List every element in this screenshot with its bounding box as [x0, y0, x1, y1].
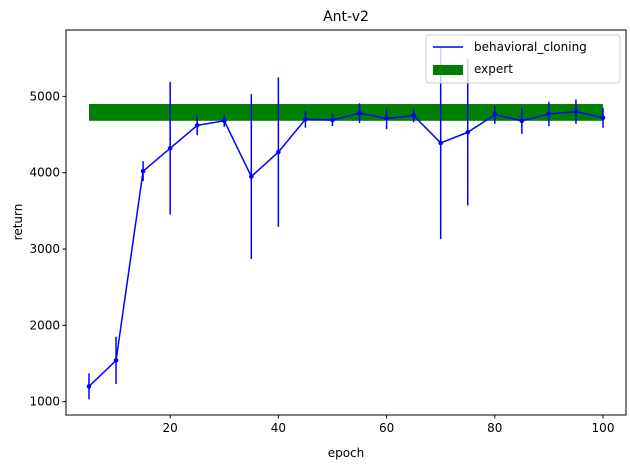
y-axis-label: return — [11, 204, 25, 241]
axes-frame — [65, 29, 627, 416]
data-point — [384, 116, 389, 121]
data-point — [194, 123, 200, 128]
data-point — [330, 117, 335, 123]
data-point — [465, 129, 471, 135]
data-point — [221, 118, 227, 124]
chart-title: Ant-v2 — [323, 9, 369, 25]
data-point — [140, 168, 146, 174]
data-point — [357, 110, 362, 116]
x-tick-label: 80 — [487, 421, 502, 435]
data-point — [411, 113, 416, 118]
legend: behavioral_cloning expert — [425, 34, 621, 84]
legend-box — [425, 34, 621, 84]
data-point — [546, 111, 552, 117]
data-point — [86, 384, 92, 389]
data-point — [276, 149, 281, 155]
data-point — [600, 115, 606, 121]
expert-band — [88, 104, 604, 121]
series-line-behavioral-cloning — [88, 110, 604, 387]
x-tick-label: 60 — [379, 421, 394, 435]
axis-ticks: 20 40 60 80 100 1000 2000 3000 4000 5000 — [29, 89, 614, 435]
legend-label-expert: expert — [474, 62, 513, 76]
data-point — [519, 118, 525, 124]
data-point — [113, 358, 119, 363]
data-point — [573, 109, 579, 114]
y-tick-label: 1000 — [29, 395, 60, 409]
data-point — [438, 140, 443, 146]
x-tick-label: 20 — [163, 421, 178, 435]
plot-area — [86, 46, 606, 400]
data-point — [492, 112, 498, 118]
y-tick-label: 3000 — [29, 242, 60, 256]
x-tick-label: 100 — [592, 421, 615, 435]
legend-swatch-expert — [433, 65, 463, 75]
data-point — [249, 174, 254, 179]
data-point — [303, 116, 308, 122]
data-point — [167, 145, 173, 151]
y-tick-label: 4000 — [29, 166, 60, 180]
legend-label-behavioral-cloning: behavioral_cloning — [474, 40, 587, 54]
x-tick-label: 40 — [271, 421, 286, 435]
y-tick-label: 5000 — [29, 89, 60, 103]
y-tick-label: 2000 — [29, 318, 60, 332]
x-axis-label: epoch — [328, 446, 365, 460]
